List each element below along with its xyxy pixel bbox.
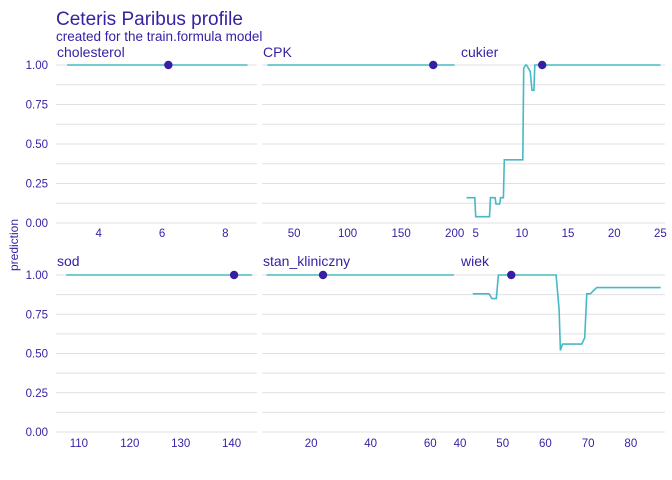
x-tick-label: 140 <box>222 438 241 450</box>
x-tick-label: 60 <box>539 438 552 450</box>
y-tick-label: 0.75 <box>26 309 48 321</box>
x-tick-label: 20 <box>608 228 621 240</box>
observation-point <box>507 270 516 280</box>
observation-point <box>229 270 239 280</box>
x-tick-label: 40 <box>364 438 377 450</box>
y-tick-label: 0.25 <box>26 388 48 400</box>
observation-point <box>164 60 173 70</box>
y-tick-label: 0.00 <box>26 427 48 439</box>
y-tick-label: 0.50 <box>26 349 48 361</box>
x-tick-label: 130 <box>171 438 190 450</box>
x-tick-label: 200 <box>445 228 464 240</box>
panel-CPK: 50 100 150 200 CPK <box>262 44 464 240</box>
panels: 0.00 0.25 0.50 0.75 1.00 4 6 8 cholesterol 50 100 1… <box>26 44 667 450</box>
y-axis-label: prediction <box>7 219 21 271</box>
x-tick-label: 60 <box>424 438 437 450</box>
y-tick-label: 0.25 <box>26 179 48 191</box>
panel-title: sod <box>57 253 80 269</box>
x-tick-label: 120 <box>120 438 139 450</box>
chart-title: Ceteris Paribus profile <box>56 9 243 30</box>
panel-title: cholesterol <box>57 44 125 60</box>
y-tick-label: 0.00 <box>26 218 48 230</box>
profile-line <box>466 64 661 218</box>
panel-sod: 0.00 0.25 0.50 0.75 1.00 110 120 130 140 sod <box>26 253 257 450</box>
x-tick-label: 40 <box>454 438 467 450</box>
observation-point <box>537 60 547 70</box>
y-tick-label: 1.00 <box>26 270 48 282</box>
x-tick-label: 110 <box>70 438 88 450</box>
y-tick-label: 1.00 <box>26 60 48 72</box>
observation-point <box>318 270 328 280</box>
observation-point <box>429 60 438 70</box>
x-tick-label: 50 <box>496 438 509 450</box>
panel-cholesterol: 0.00 0.25 0.50 0.75 1.00 4 6 8 cholesterol <box>26 44 257 240</box>
x-tick-label: 4 <box>96 228 103 240</box>
panel-stan-kliniczny: 20 40 60 stan_kliniczny <box>262 253 460 450</box>
y-tick-label: 0.50 <box>26 139 48 151</box>
x-tick-label: 70 <box>582 438 595 450</box>
panel-cukier: 5 10 15 20 25 cukier <box>460 44 667 240</box>
x-tick-label: 80 <box>624 438 637 450</box>
panel-title: stan_kliniczny <box>263 253 350 269</box>
x-tick-label: 25 <box>654 228 667 240</box>
x-tick-label: 6 <box>159 228 165 240</box>
x-tick-label: 150 <box>392 228 411 240</box>
x-tick-label: 50 <box>288 228 301 240</box>
panel-title: cukier <box>461 44 499 60</box>
x-tick-label: 15 <box>562 228 575 240</box>
panel-title: wiek <box>460 253 490 269</box>
y-tick-label: 0.75 <box>26 100 48 112</box>
chart-subtitle: created for the train.formula model <box>56 29 262 44</box>
x-tick-label: 20 <box>305 438 318 450</box>
x-tick-label: 8 <box>222 228 228 240</box>
x-tick-label: 5 <box>472 228 478 240</box>
panel-wiek: 40 50 60 70 80 wiek <box>454 253 665 450</box>
x-tick-label: 100 <box>338 228 357 240</box>
panel-title: CPK <box>263 44 292 60</box>
profile-line <box>472 274 661 351</box>
x-tick-label: 10 <box>515 228 528 240</box>
